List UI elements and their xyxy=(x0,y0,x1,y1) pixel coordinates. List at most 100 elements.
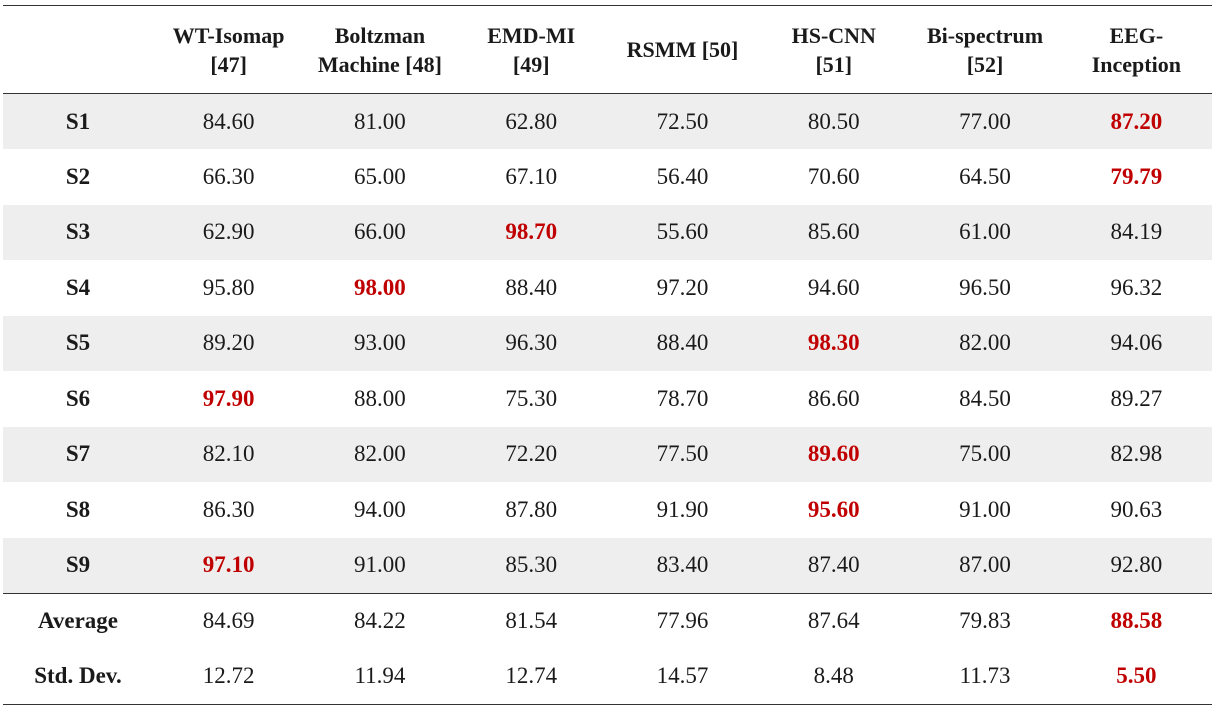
table-cell: 91.00 xyxy=(959,496,1011,522)
column-header-line: Machine [48] xyxy=(317,51,442,77)
table-cell: 90.63 xyxy=(1110,496,1163,522)
table-row: S3 62.90 66.00 98.70 55.60 85.60 61.00 84.19 xyxy=(3,204,1212,260)
table-cell-best: 97.10 xyxy=(153,537,305,593)
row-label: Average xyxy=(3,592,153,649)
table-row: S2 66.30 65.00 67.10 56.40 70.60 64.50 79.79 xyxy=(3,149,1212,205)
summary-row: Std. Dev. 12.72 11.94 12.74 14.57 8.48 11.73 5.… xyxy=(3,648,1212,705)
table-cell: 72.20 xyxy=(455,426,607,482)
column-header: Bi-spectrum [52] xyxy=(909,5,1061,94)
row-label: S4 xyxy=(65,274,91,300)
table-cell: 94.06 xyxy=(1060,315,1212,371)
column-header-line: Boltzman xyxy=(334,22,426,48)
table-row: S4 95.80 98.00 88.40 97.20 94.60 96.50 96.32 xyxy=(3,260,1212,316)
table-cell-best: 98.70 xyxy=(455,204,607,260)
table-cell: 62.80 xyxy=(455,93,607,149)
table-cell: 82.00 xyxy=(304,426,456,482)
table-cell: 92.80 xyxy=(1060,537,1212,593)
table-cell-best: 87.20 xyxy=(1060,93,1212,149)
results-table: WT-Isomap [47] Boltzman Machine [48] EMD-MI [… xyxy=(3,5,1212,705)
table-cell: 14.57 xyxy=(606,648,759,705)
table-row: S7 82.10 82.00 72.20 77.50 89.60 75.00 82.98 xyxy=(3,426,1212,482)
table-cell: 56.40 xyxy=(656,163,709,189)
table-cell: 77.50 xyxy=(606,426,759,482)
table-cell: 85.30 xyxy=(455,537,607,593)
table-cell: 75.30 xyxy=(505,385,558,411)
table-cell: 86.30 xyxy=(202,496,255,522)
table-cell: 96.32 xyxy=(1110,274,1163,300)
table-cell: 84.50 xyxy=(959,385,1011,411)
table-cell: 95.80 xyxy=(202,274,255,300)
column-header: Boltzman Machine [48] xyxy=(304,5,456,94)
table-cell: 12.72 xyxy=(153,648,305,705)
summary-row: Average 84.69 84.22 81.54 77.96 87.64 79.83 88.… xyxy=(3,592,1212,649)
table-cell: 72.50 xyxy=(606,93,759,149)
table-cell: 84.60 xyxy=(153,93,305,149)
table-cell: 94.00 xyxy=(354,496,406,522)
column-header-line: [49] xyxy=(512,51,550,77)
table-cell: 86.60 xyxy=(807,385,860,411)
table-cell: 93.00 xyxy=(304,315,456,371)
row-label: S2 xyxy=(65,163,91,189)
column-header: HS-CNN [51] xyxy=(758,5,910,94)
table-cell: 85.60 xyxy=(758,204,910,260)
table-cell: 81.54 xyxy=(455,592,607,649)
table-cell-best: 95.60 xyxy=(807,496,860,522)
table-cell-best: 97.90 xyxy=(202,385,255,411)
table-cell-best: 98.00 xyxy=(354,274,406,300)
row-label: S8 xyxy=(65,496,91,522)
table-cell: 78.70 xyxy=(656,385,709,411)
table-cell: 11.94 xyxy=(304,648,456,705)
table-cell: 66.30 xyxy=(202,163,255,189)
table-cell: 91.90 xyxy=(656,496,709,522)
table-cell: 87.40 xyxy=(758,537,910,593)
table-cell: 62.90 xyxy=(153,204,305,260)
row-label: S5 xyxy=(3,315,153,371)
column-header-line: EEG- xyxy=(1109,22,1164,48)
table-cell: 82.00 xyxy=(909,315,1061,371)
column-header-line: [51] xyxy=(815,51,853,77)
column-header-line: Inception xyxy=(1091,51,1181,77)
table-cell-best: 88.58 xyxy=(1060,592,1212,649)
row-label: S7 xyxy=(3,426,153,482)
column-header: EMD-MI [49] xyxy=(455,5,607,94)
table-row: S6 97.90 88.00 75.30 78.70 86.60 84.50 89.27 xyxy=(3,371,1212,427)
table-row: S8 86.30 94.00 87.80 91.90 95.60 91.00 90.63 xyxy=(3,482,1212,538)
table-cell: 87.80 xyxy=(505,496,558,522)
row-label: S9 xyxy=(3,537,153,593)
table-cell: 81.00 xyxy=(304,93,456,149)
table-cell: 96.30 xyxy=(455,315,607,371)
table-cell: 66.00 xyxy=(304,204,456,260)
table-cell: 91.00 xyxy=(304,537,456,593)
column-header-empty xyxy=(3,5,153,94)
table-cell: 97.20 xyxy=(656,274,709,300)
table-cell: 67.10 xyxy=(505,163,558,189)
table-row: S5 89.20 93.00 96.30 88.40 98.30 82.00 94.06 xyxy=(3,315,1212,371)
column-header-line: EMD-MI xyxy=(487,22,576,48)
table-cell: 83.40 xyxy=(606,537,759,593)
table-cell: 82.98 xyxy=(1060,426,1212,482)
table-cell: 89.27 xyxy=(1110,385,1163,411)
table-cell: 84.69 xyxy=(153,592,305,649)
table-cell-best: 5.50 xyxy=(1060,648,1212,705)
table-cell: 88.40 xyxy=(606,315,759,371)
column-header-line: WT-Isomap xyxy=(172,22,285,48)
table-cell: 84.19 xyxy=(1060,204,1212,260)
column-header-line: [47] xyxy=(210,51,247,77)
table-cell-best: 79.79 xyxy=(1110,163,1163,189)
table-cell: 61.00 xyxy=(909,204,1061,260)
column-header: RSMM [50] xyxy=(606,5,759,94)
table-cell: 65.00 xyxy=(354,163,406,189)
table-cell-best: 98.30 xyxy=(758,315,910,371)
header-row: WT-Isomap [47] Boltzman Machine [48] EMD-MI [… xyxy=(3,5,1212,94)
table-cell: 70.60 xyxy=(807,163,860,189)
table-cell: 64.50 xyxy=(959,163,1011,189)
table-cell: 84.22 xyxy=(304,592,456,649)
table-cell: 87.00 xyxy=(909,537,1061,593)
table-body: S1 84.60 81.00 62.80 72.50 80.50 77.00 87.20 S2 6… xyxy=(3,93,1212,705)
column-header: EEG- Inception xyxy=(1060,5,1212,94)
table-cell: 94.60 xyxy=(807,274,860,300)
table-cell: 87.64 xyxy=(758,592,910,649)
table-cell-best: 89.60 xyxy=(758,426,910,482)
table-cell: 75.00 xyxy=(909,426,1061,482)
